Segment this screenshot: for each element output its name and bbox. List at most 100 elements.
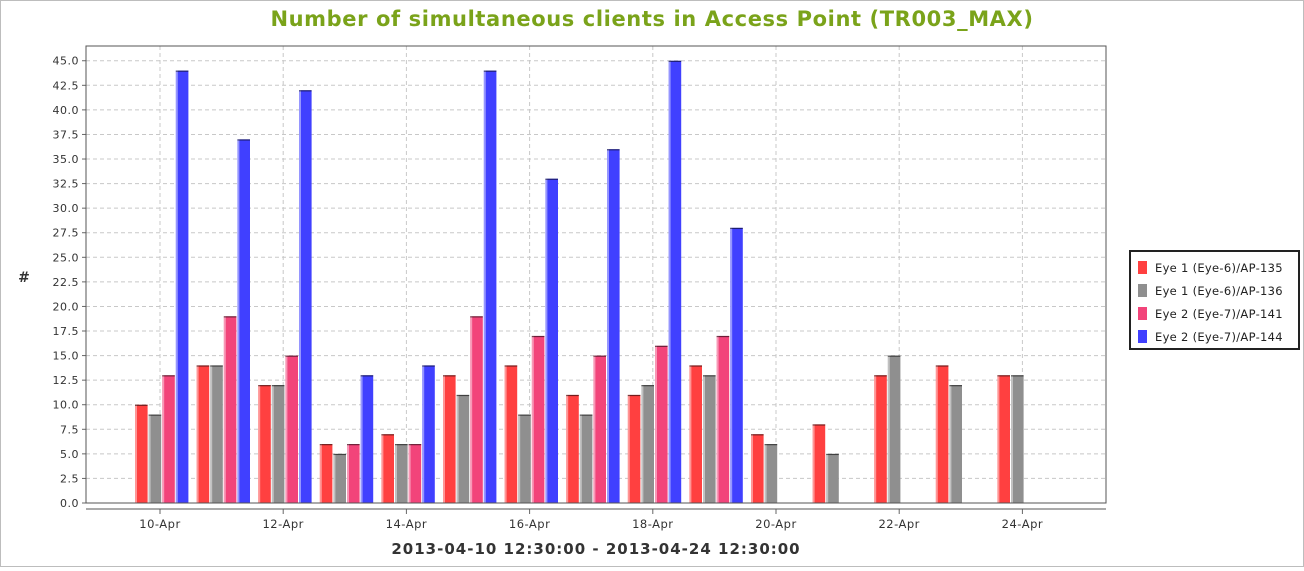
bar-top-edge xyxy=(319,444,333,446)
y-tick-label: 32.5 xyxy=(53,178,80,191)
bar-highlight xyxy=(730,227,733,503)
bar-highlight xyxy=(470,316,473,503)
bar-highlight xyxy=(175,70,178,504)
bar xyxy=(518,414,531,503)
bar-top-edge xyxy=(470,316,483,318)
bar xyxy=(874,375,887,503)
bar-top-edge xyxy=(333,453,346,456)
bar xyxy=(470,316,483,503)
legend-swatch xyxy=(1138,307,1147,320)
bar-top-edge xyxy=(258,385,271,387)
bar-highlight xyxy=(285,355,288,503)
bar xyxy=(531,335,545,503)
bar-highlight xyxy=(566,394,569,503)
bar xyxy=(1011,375,1024,503)
bar xyxy=(730,227,743,503)
bar-top-edge xyxy=(579,414,593,416)
bar xyxy=(456,394,470,503)
bar-highlight xyxy=(210,365,213,503)
bar-highlight xyxy=(716,335,719,503)
bar-highlight xyxy=(689,365,692,503)
bar xyxy=(347,444,360,503)
legend-item: Eye 1 (Eye-6)/AP-135 xyxy=(1135,256,1298,279)
bar-top-edge xyxy=(812,424,826,426)
bar-highlight xyxy=(826,453,829,503)
bar-top-edge xyxy=(593,355,606,357)
bar-highlight xyxy=(148,414,151,503)
bar-highlight xyxy=(395,444,397,503)
chart-legend: Eye 1 (Eye-6)/AP-135 Eye 1 (Eye-6)/AP-13… xyxy=(1129,250,1300,350)
bar-highlight xyxy=(1011,375,1013,503)
bar xyxy=(504,365,518,503)
y-tick-label: 45.0 xyxy=(53,55,80,68)
bar-top-edge xyxy=(518,414,531,416)
bar xyxy=(408,444,422,503)
bar xyxy=(716,335,730,503)
bar-highlight xyxy=(668,60,671,503)
bar-highlight xyxy=(518,414,521,503)
bar-top-edge xyxy=(408,444,422,446)
bar-top-edge xyxy=(668,60,682,62)
y-tick-label: 40.0 xyxy=(53,104,80,117)
y-tick-label: 25.0 xyxy=(53,251,80,264)
bar-highlight xyxy=(764,444,767,503)
bar-highlight xyxy=(196,365,199,503)
bar-highlight xyxy=(579,414,582,503)
bar-highlight xyxy=(456,394,459,503)
y-tick-label: 7.5 xyxy=(60,423,79,436)
bar-top-edge xyxy=(1011,375,1024,377)
bar xyxy=(162,375,175,503)
bar xyxy=(223,316,237,503)
bar xyxy=(333,453,346,503)
y-tick-label: 30.0 xyxy=(53,202,80,215)
bar-highlight xyxy=(607,149,609,503)
bar-highlight xyxy=(223,316,226,503)
bar-top-edge xyxy=(730,227,743,230)
bar xyxy=(703,375,716,503)
bar-top-edge xyxy=(655,345,668,347)
bar-top-edge xyxy=(360,375,374,377)
bar-top-edge xyxy=(299,90,312,92)
y-tick-label: 37.5 xyxy=(53,128,80,141)
bar-highlight xyxy=(641,385,644,503)
y-tick-label: 10.0 xyxy=(53,399,80,412)
bar xyxy=(935,365,949,503)
bar-highlight xyxy=(545,178,548,503)
bar-highlight xyxy=(997,375,1000,503)
legend-label: Eye 2 (Eye-7)/AP-141 xyxy=(1155,306,1283,321)
y-tick-label: 15.0 xyxy=(53,350,80,363)
bar xyxy=(607,149,620,503)
y-tick-label: 35.0 xyxy=(53,153,80,166)
bar xyxy=(764,444,778,503)
bar-top-edge xyxy=(716,335,730,338)
bar-top-edge xyxy=(443,375,456,377)
x-axis-label: 2013-04-10 12:30:00 - 2013-04-24 12:30:0… xyxy=(391,540,800,558)
bar-top-edge xyxy=(483,70,497,72)
bar-highlight xyxy=(531,335,534,503)
bar xyxy=(483,70,497,504)
bar xyxy=(655,345,668,503)
bar-top-edge xyxy=(887,355,901,357)
bar-top-edge xyxy=(175,70,189,72)
bar xyxy=(135,404,148,503)
legend-item: Eye 2 (Eye-7)/AP-141 xyxy=(1135,302,1298,325)
bar-highlight xyxy=(949,385,952,503)
bar-top-edge xyxy=(566,394,579,397)
bar-highlight xyxy=(593,355,596,503)
bar-top-edge xyxy=(422,365,435,367)
bar-top-edge xyxy=(162,375,175,377)
bar xyxy=(319,444,333,503)
bar-highlight xyxy=(258,385,261,503)
bar-top-edge xyxy=(237,139,250,141)
x-tick-label: 18-Apr xyxy=(632,517,673,531)
legend-label: Eye 1 (Eye-6)/AP-136 xyxy=(1155,283,1283,298)
bar xyxy=(381,434,394,503)
y-tick-label: 17.5 xyxy=(53,325,80,338)
y-tick-label: 5.0 xyxy=(60,448,79,461)
x-tick-label: 10-Apr xyxy=(139,517,180,531)
y-tick-label: 42.5 xyxy=(53,79,80,92)
bar-top-edge xyxy=(395,444,408,446)
bar-highlight xyxy=(135,404,137,503)
